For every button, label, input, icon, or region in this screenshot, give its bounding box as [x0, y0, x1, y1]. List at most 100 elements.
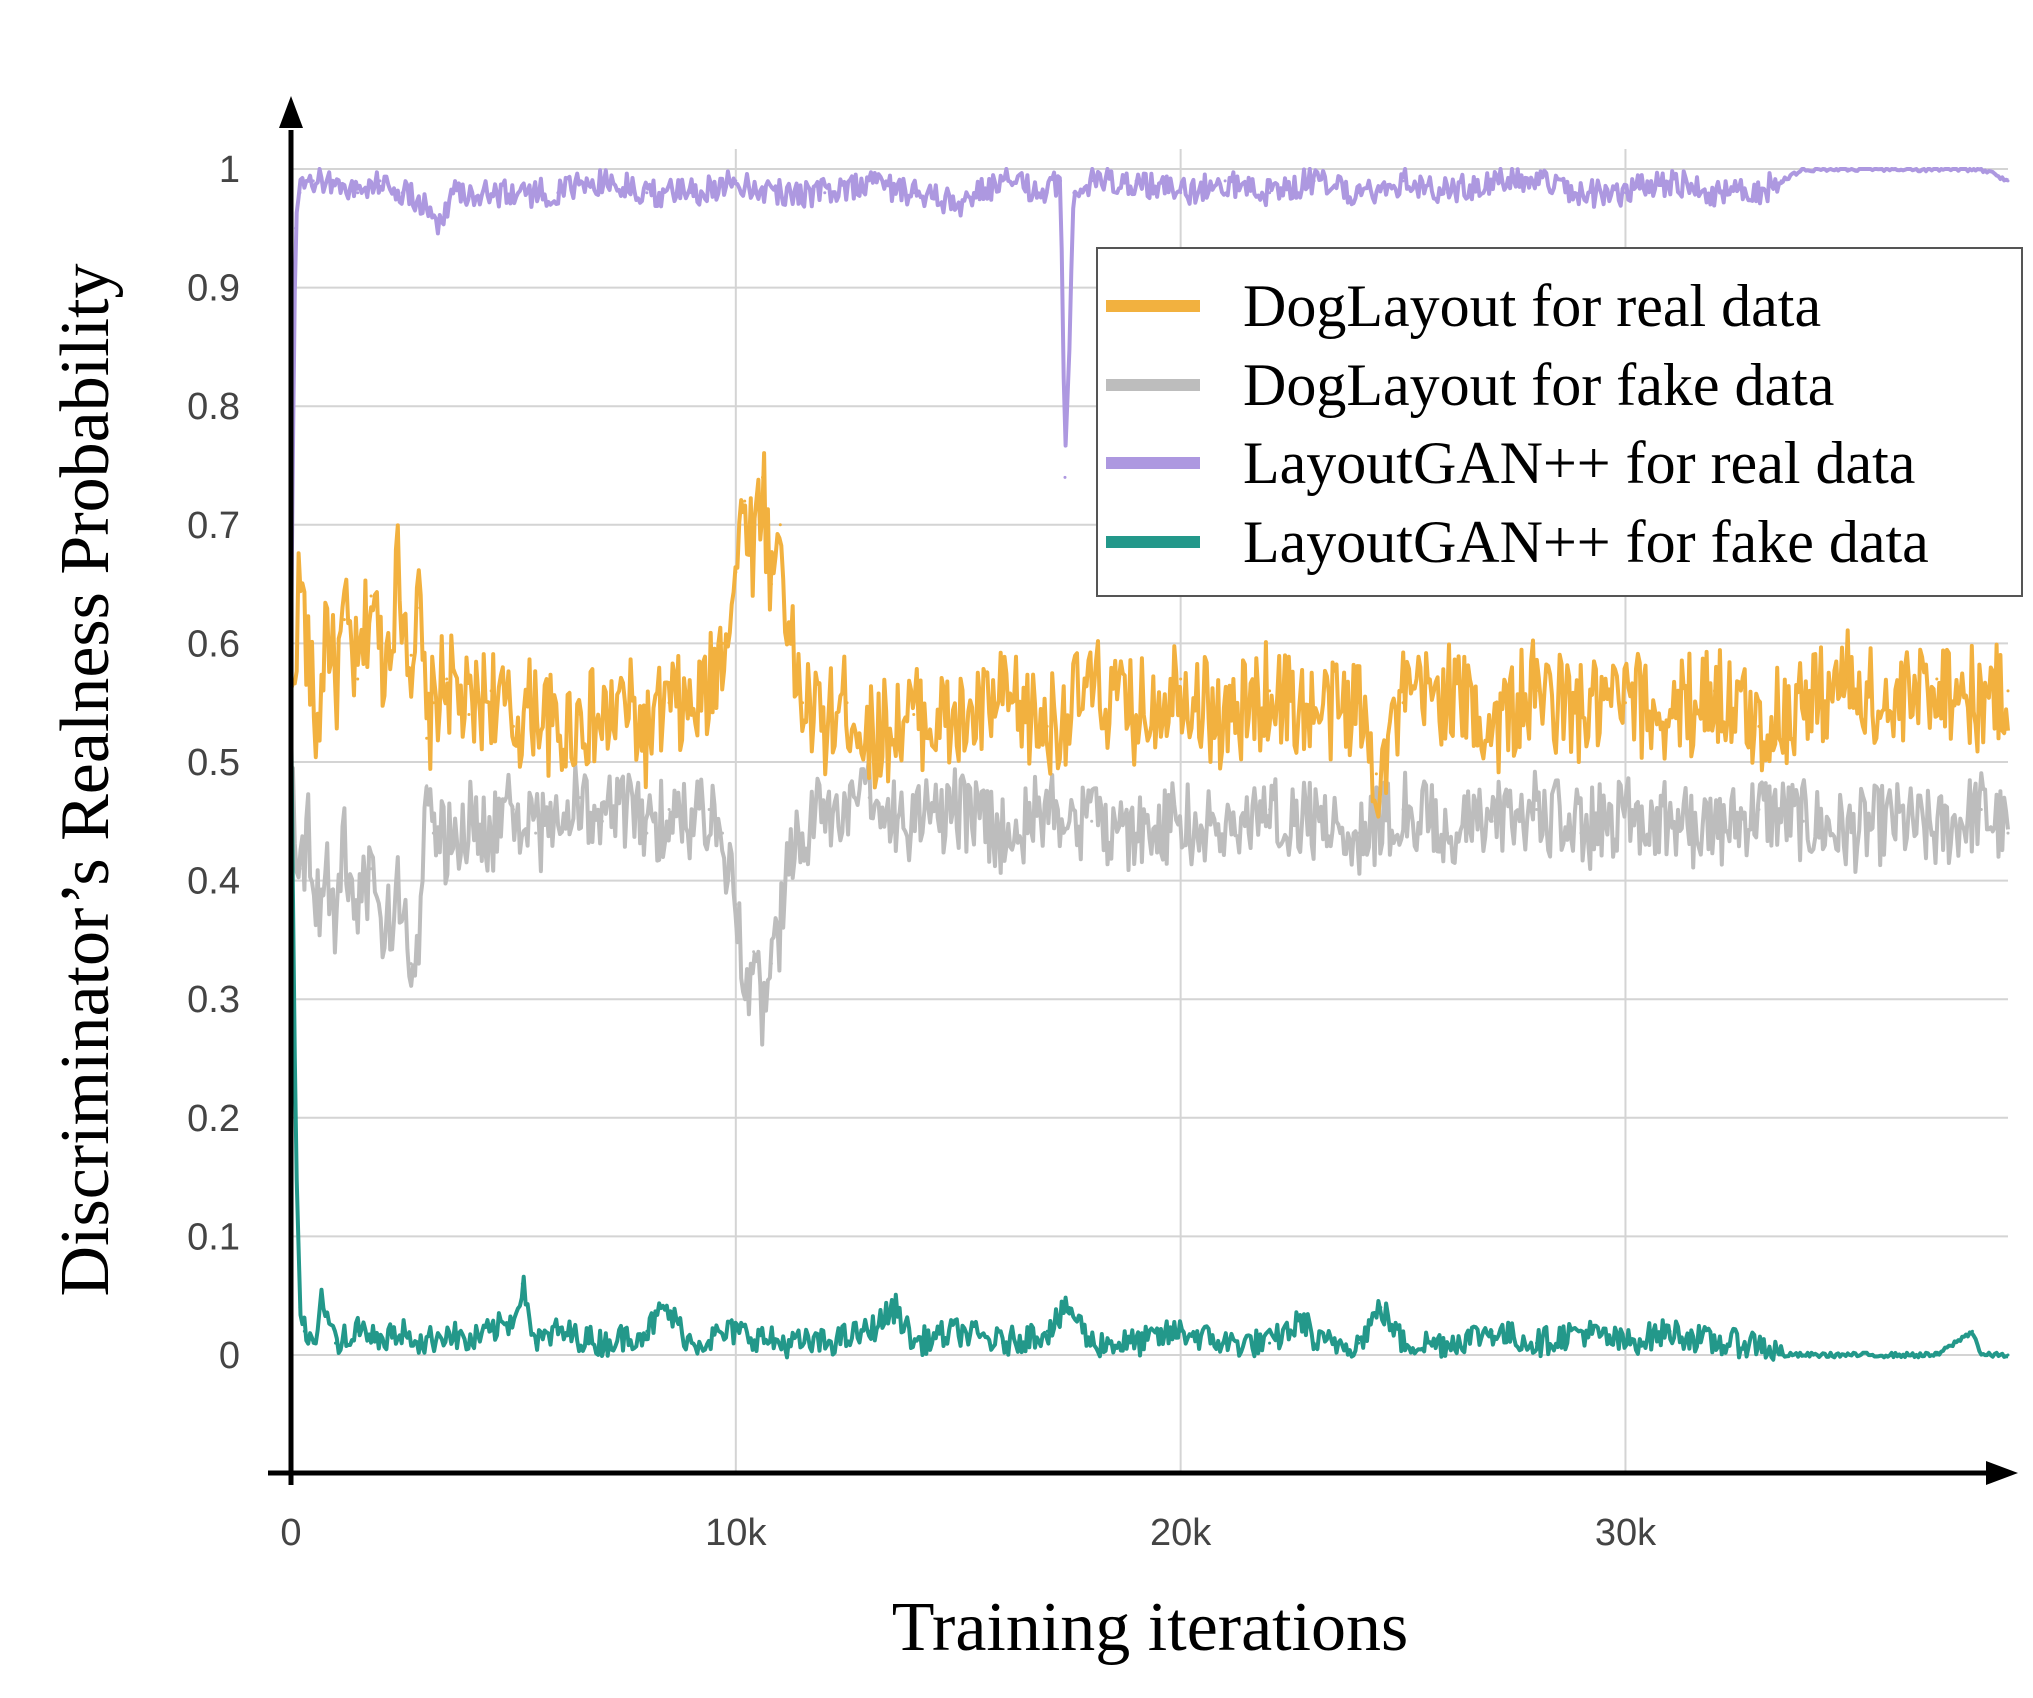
data-point [1668, 713, 1672, 717]
data-point [445, 843, 449, 847]
data-point [707, 807, 711, 811]
data-point [556, 191, 560, 195]
data-point [489, 689, 493, 693]
data-point [956, 203, 960, 207]
data-point [823, 191, 827, 195]
data-point [425, 736, 429, 740]
data-point [1268, 1341, 1272, 1345]
data-point [1979, 701, 1983, 705]
data-point [418, 606, 422, 610]
legend-label: LayoutGAN++ for fake data [1243, 509, 1929, 575]
y-tick-label: 0.2 [187, 1098, 240, 1140]
data-point [1979, 1353, 1983, 1357]
data-point [1134, 831, 1138, 835]
data-point [378, 179, 382, 183]
data-point [396, 890, 400, 894]
data-point [1059, 179, 1063, 183]
data-point [1045, 807, 1049, 811]
data-point [333, 926, 337, 930]
data-point [325, 606, 329, 610]
data-point [1134, 179, 1138, 183]
series-line [289, 756, 2010, 1047]
data-point [409, 653, 413, 657]
y-tick-label: 1 [219, 149, 240, 191]
data-point [1779, 179, 1783, 183]
data-point [556, 1329, 560, 1333]
data-point [667, 701, 671, 705]
data-point [743, 499, 747, 503]
y-tick-label: 0.1 [187, 1216, 240, 1258]
data-point [418, 914, 422, 918]
data-point [1668, 1329, 1672, 1333]
data-point [511, 724, 515, 728]
data-point [707, 689, 711, 693]
data-point [645, 831, 649, 835]
data-point [311, 179, 315, 183]
data-point [1534, 1341, 1538, 1345]
x-tick-label: 30k [1595, 1512, 1657, 1554]
data-point [369, 594, 373, 598]
data-point [734, 1329, 738, 1333]
data-point [734, 179, 738, 183]
data-point [1268, 807, 1272, 811]
data-point [534, 1341, 538, 1345]
data-point [320, 1294, 324, 1298]
data-point [845, 701, 849, 705]
data-point [623, 807, 627, 811]
data-point [1312, 713, 1316, 717]
y-tick-label: 0.4 [187, 861, 240, 903]
data-point [1935, 1353, 1939, 1357]
data-point [761, 475, 765, 479]
data-point [382, 938, 386, 942]
data-point [1623, 1341, 1627, 1345]
data-point [769, 582, 773, 586]
data-point [1846, 831, 1850, 835]
data-point [1401, 1341, 1405, 1345]
data-point [623, 701, 627, 705]
data-point [333, 179, 337, 183]
data-point [752, 547, 756, 551]
data-point [293, 1116, 297, 1120]
data-point [912, 819, 916, 823]
data-point [511, 191, 515, 195]
data-point [298, 191, 302, 195]
data-point [600, 724, 604, 728]
data-point [1490, 179, 1494, 183]
data-point [1534, 689, 1538, 693]
data-point [778, 523, 782, 527]
data-point [409, 962, 413, 966]
data-point [1045, 191, 1049, 195]
data-point [1357, 701, 1361, 705]
data-point [1446, 1341, 1450, 1345]
data-point [578, 713, 582, 717]
data-point [467, 819, 471, 823]
data-point [1801, 701, 1805, 705]
data-point [1134, 713, 1138, 717]
data-point [787, 867, 791, 871]
data-point [396, 570, 400, 574]
data-point [1357, 191, 1361, 195]
data-point [1090, 1341, 1094, 1345]
data-point [445, 1329, 449, 1333]
data-point [1446, 191, 1450, 195]
legend-box [1096, 247, 2023, 597]
data-point [1090, 179, 1094, 183]
data-point [425, 784, 429, 788]
data-point [743, 997, 747, 1001]
data-point [356, 914, 360, 918]
data-point [431, 701, 435, 705]
legend-label: LayoutGAN++ for real data [1243, 430, 1915, 496]
data-point [600, 179, 604, 183]
data-point [1890, 713, 1894, 717]
data-point [1446, 831, 1450, 835]
data-point [778, 1341, 782, 1345]
data-point [867, 796, 871, 800]
data-point [356, 677, 360, 681]
data-point [720, 831, 724, 835]
y-tick-label: 0.7 [187, 505, 240, 547]
data-point [734, 570, 738, 574]
x-axis-title: Training iterations [892, 1589, 1409, 1666]
data-point [436, 226, 440, 230]
data-point [1401, 179, 1405, 183]
data-point [1668, 819, 1672, 823]
